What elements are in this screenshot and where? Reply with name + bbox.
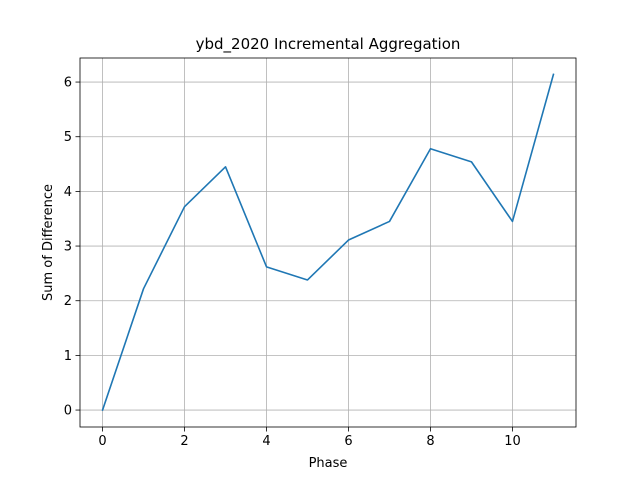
y-axis-label: Sum of Difference: [41, 184, 56, 301]
plot-frame: [79, 57, 577, 428]
y-tick-label: 6: [64, 76, 72, 91]
x-tick-label: 2: [180, 434, 188, 449]
x-tick-label: 4: [262, 434, 270, 449]
chart-title: ybd_2020 Incremental Aggregation: [196, 35, 461, 54]
y-tick-label: 2: [64, 294, 72, 309]
x-axis: 0 2 4 6 8 10: [98, 427, 521, 449]
y-axis: 0 1 2 3 4 5 6: [64, 76, 80, 419]
y-tick-label: 1: [64, 349, 72, 364]
x-tick-label: 10: [504, 434, 521, 449]
y-tick-label: 4: [64, 185, 72, 200]
x-tick-label: 6: [344, 434, 352, 449]
y-tick-label: 5: [64, 130, 72, 145]
grid: [80, 58, 576, 427]
x-axis-label: Phase: [309, 456, 348, 471]
x-tick-label: 0: [98, 434, 106, 449]
series-layer: [101, 73, 555, 412]
y-tick-label: 0: [64, 404, 72, 419]
series-line: [101, 73, 555, 412]
x-tick-label: 8: [426, 434, 434, 449]
y-tick-label: 3: [64, 240, 72, 255]
